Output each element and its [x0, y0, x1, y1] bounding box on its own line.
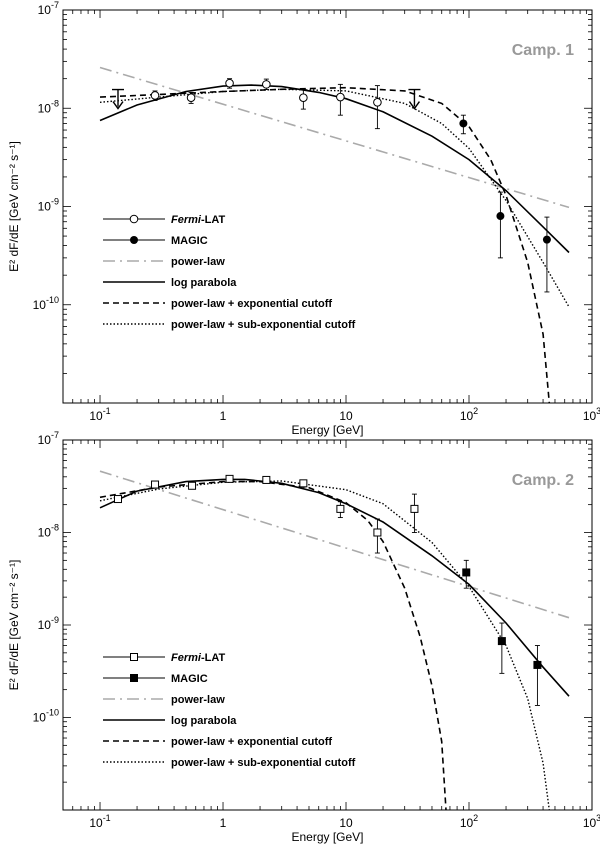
legend-label: power-law + sub-exponential cutoff	[171, 319, 356, 331]
series-power-law	[99, 66, 570, 209]
legend-label: power-law + exponential cutoff	[171, 298, 332, 310]
upper-limit-arrow	[408, 88, 421, 110]
legend-label: Fermi-LAT	[171, 652, 225, 664]
legend-item: power-law + exponential cutoff	[103, 736, 332, 748]
y-axis-label: E² dF/dE [GeV cm⁻² s⁻¹]	[7, 560, 21, 691]
fermi-point	[186, 93, 196, 103]
y-axis-label: E² dF/dE [GeV cm⁻² s⁻¹]	[7, 141, 21, 272]
x-tick-label: 102	[460, 813, 478, 830]
fermi-point	[113, 495, 122, 504]
x-tick-label: 102	[460, 406, 478, 423]
legend-marker	[130, 674, 138, 682]
x-tick-label: 1	[220, 816, 227, 830]
x-axis-label: Energy [GeV]	[291, 423, 363, 437]
x-tick-label: 1	[220, 409, 227, 423]
fermi-point	[336, 92, 345, 102]
magic-points	[462, 559, 542, 706]
magic-point	[542, 235, 551, 244]
magic-point	[459, 119, 468, 128]
legend-item: power-law	[103, 694, 225, 706]
y-tick-label: 10-8	[38, 98, 59, 115]
legend: Fermi-LAT MAGIC power-law log parabola power…	[103, 652, 356, 769]
x-tick-label: 10-1	[89, 813, 110, 830]
legend-label: power-law	[171, 256, 225, 268]
legend-item: power-law + sub-exponential cutoff	[103, 319, 356, 331]
y-tick-label: 10-7	[38, 0, 59, 17]
upper-limit-arrow	[111, 88, 124, 110]
campaign-label: Camp. 2	[512, 472, 574, 489]
magic-point	[497, 637, 506, 646]
model-curves	[99, 66, 570, 403]
x-tick-label: 10	[339, 409, 353, 423]
legend-item: power-law + exponential cutoff	[103, 298, 332, 310]
plot-frame	[62, 9, 593, 404]
fermi-lat-points	[150, 78, 382, 130]
fermi-point	[299, 479, 308, 488]
legend-label: log parabola	[171, 277, 237, 289]
x-tick-label: 10	[339, 816, 353, 830]
legend-item: power-law	[103, 256, 225, 268]
magic-points	[459, 114, 551, 293]
legend-item: power-law + sub-exponential cutoff	[103, 757, 356, 769]
fermi-lat-points	[113, 474, 419, 554]
legend-item: Fermi-LAT	[103, 214, 225, 226]
model-curves	[99, 470, 570, 810]
series-power-law-sub-exponential-cutoff	[99, 480, 550, 810]
legend: Fermi-LAT MAGIC power-law log parabola power…	[103, 214, 356, 331]
x-tick-label: 10-1	[89, 406, 110, 423]
series-power-law-sub-exponential-cutoff	[99, 88, 570, 308]
legend-label: MAGIC	[171, 673, 208, 685]
x-tick-label: 103	[583, 406, 600, 423]
y-tick-label: 10-8	[38, 523, 59, 540]
series-power-law-exponential-cutoff	[99, 480, 447, 810]
campaign-label: Camp. 1	[512, 42, 574, 59]
axis-ticks	[62, 9, 593, 404]
upper-limit-head	[112, 101, 124, 110]
legend-label: power-law	[171, 694, 225, 706]
series-log-parabola	[99, 84, 570, 254]
fermi-point	[262, 475, 271, 484]
y-tick-label: 10-9	[38, 615, 59, 632]
legend-marker	[130, 653, 138, 661]
legend-marker	[130, 236, 138, 244]
y-tick-label: 10-7	[38, 430, 59, 447]
legend-label: log parabola	[171, 715, 237, 727]
legend-label: power-law + sub-exponential cutoff	[171, 757, 356, 769]
fermi-point	[299, 93, 308, 103]
legend-label: power-law + exponential cutoff	[171, 736, 332, 748]
legend-item: log parabola	[103, 277, 237, 289]
upper-limit-head	[408, 101, 421, 110]
legend-item: log parabola	[103, 715, 237, 727]
fermi-point	[336, 504, 345, 513]
series-log-parabola	[99, 478, 570, 697]
x-tick-label: 103	[583, 813, 600, 830]
y-tick-label: 10-10	[33, 708, 59, 725]
legend-label: Fermi-LAT	[171, 214, 225, 226]
fermi-point	[410, 504, 419, 513]
panel-camp-2: 10-1 1 10 102 103 10-7 10-8 10-9 10-10 Energy [Ge…	[7, 430, 600, 844]
magic-point	[533, 660, 542, 669]
fermi-point	[225, 78, 234, 88]
x-axis-label: Energy [GeV]	[291, 830, 363, 844]
fermi-point	[151, 480, 160, 489]
fermi-point	[262, 80, 271, 89]
y-tick-label: 10-9	[38, 197, 59, 214]
fermi-point	[188, 481, 197, 490]
fermi-point	[225, 474, 234, 483]
legend-marker	[129, 214, 139, 224]
legend-item: MAGIC	[103, 235, 208, 247]
magic-point	[496, 212, 505, 221]
fermi-point	[150, 91, 160, 100]
series-power-law	[99, 470, 570, 619]
fermi-point	[373, 528, 382, 537]
legend-item: MAGIC	[103, 673, 208, 685]
axis-ticks	[62, 439, 593, 811]
magic-point	[462, 568, 471, 577]
legend-label: MAGIC	[171, 235, 208, 247]
fermi-point	[373, 97, 382, 107]
y-tick-label: 10-10	[33, 295, 59, 312]
legend-item: Fermi-LAT	[103, 652, 225, 664]
panel-camp-1: 10-1 1 10 102 103 10-7 10-8 10-9 10-10 Energy [Ge…	[7, 0, 600, 437]
